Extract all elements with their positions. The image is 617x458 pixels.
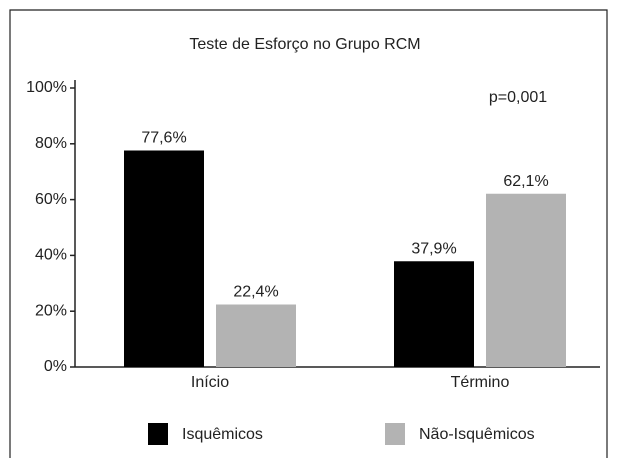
annotation: p=0,001 bbox=[489, 89, 547, 106]
bar bbox=[216, 304, 296, 367]
bar bbox=[124, 150, 204, 367]
y-tick-label: 60% bbox=[35, 191, 67, 208]
value-label: 62,1% bbox=[503, 173, 548, 190]
frame bbox=[9, 9, 608, 458]
y-tick-label: 40% bbox=[35, 247, 67, 264]
legend-swatch bbox=[148, 423, 168, 445]
y-tick-label: 20% bbox=[35, 302, 67, 319]
y-tick-label: 0% bbox=[44, 358, 67, 375]
y-tick-label: 100% bbox=[26, 79, 67, 96]
y-tick-label: 80% bbox=[35, 135, 67, 152]
legend-swatch bbox=[385, 423, 405, 445]
bar bbox=[394, 261, 474, 367]
x-tick-label: Início bbox=[191, 374, 229, 391]
value-label: 77,6% bbox=[141, 130, 186, 147]
chart-title: Teste de Esforço no Grupo RCM bbox=[189, 36, 420, 53]
legend-label: Isquêmicos bbox=[182, 426, 263, 443]
bar bbox=[486, 193, 566, 367]
legend-label: Não-Isquêmicos bbox=[419, 426, 535, 443]
value-label: 22,4% bbox=[233, 284, 278, 301]
x-tick-label: Término bbox=[451, 374, 510, 391]
value-label: 37,9% bbox=[411, 240, 456, 257]
